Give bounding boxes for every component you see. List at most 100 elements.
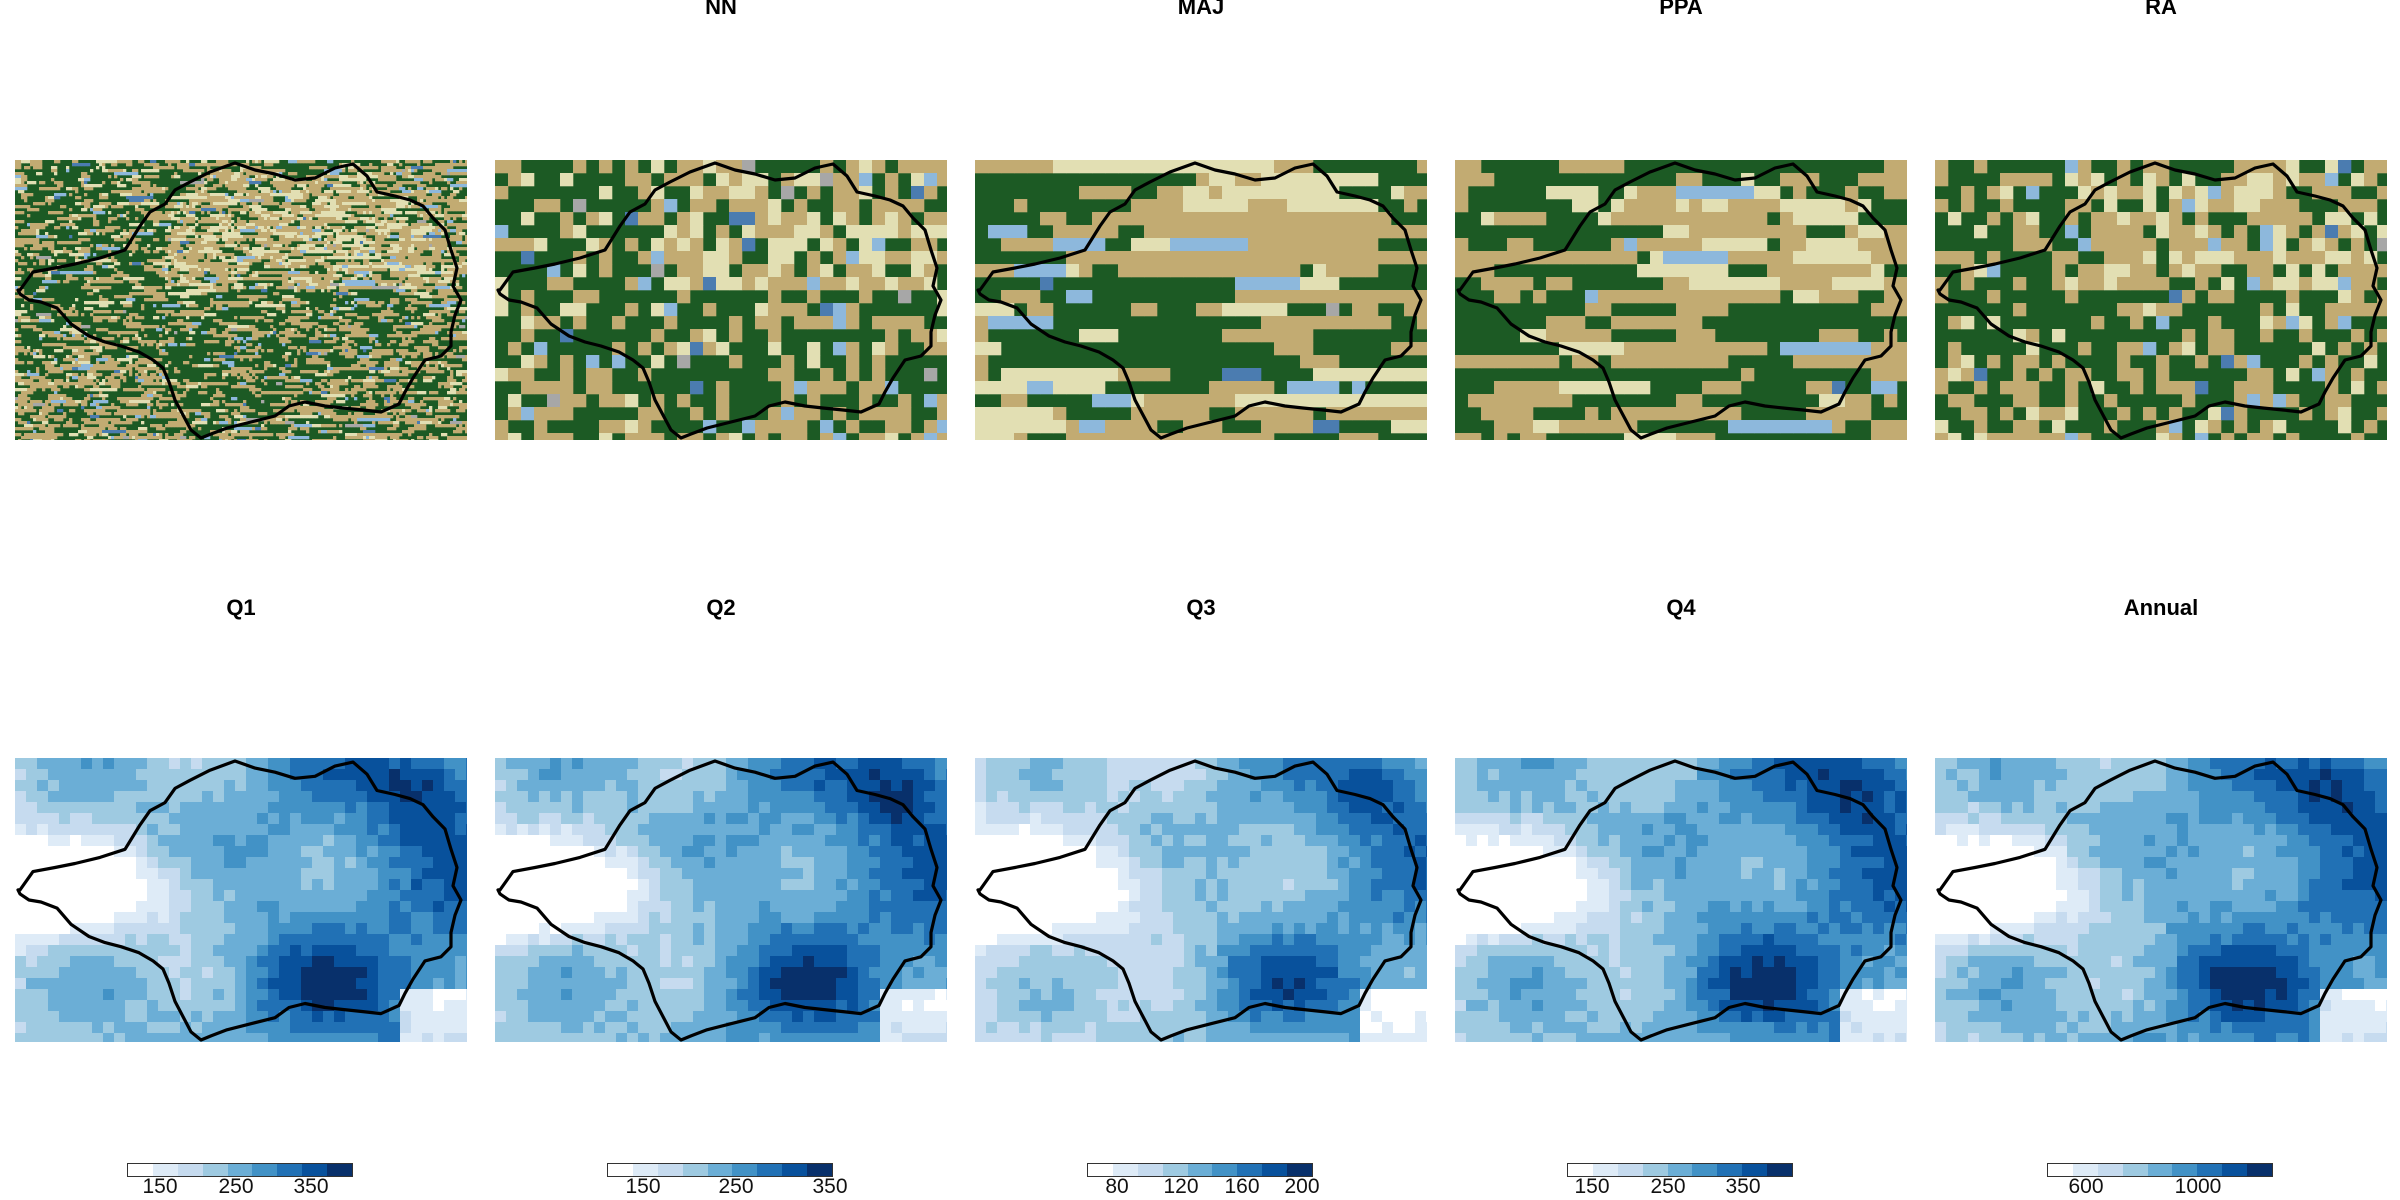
raster-cell bbox=[150, 214, 154, 218]
raster-cell bbox=[432, 325, 436, 329]
raster-cell bbox=[252, 181, 256, 185]
raster-cell bbox=[417, 280, 421, 284]
raster-cell bbox=[189, 313, 193, 317]
raster-cell bbox=[51, 196, 55, 200]
raster-cell bbox=[63, 328, 67, 332]
raster-cell bbox=[135, 223, 139, 227]
raster-cell bbox=[252, 172, 256, 176]
raster-cell bbox=[186, 256, 190, 260]
raster-cell bbox=[318, 274, 322, 278]
raster-cell bbox=[207, 205, 211, 209]
raster-cell bbox=[399, 280, 403, 284]
raster-cell bbox=[225, 268, 229, 272]
raster-cell bbox=[282, 220, 286, 224]
raster-cell bbox=[339, 175, 343, 179]
raster-cell bbox=[30, 181, 34, 185]
raster-cell bbox=[246, 250, 250, 254]
raster-cell bbox=[102, 298, 106, 302]
raster-cell bbox=[219, 220, 223, 224]
raster-cell bbox=[165, 310, 169, 314]
raster-cell bbox=[63, 259, 67, 263]
raster-cell bbox=[159, 310, 163, 314]
raster-cell bbox=[243, 238, 247, 242]
raster-cell bbox=[276, 262, 280, 266]
raster-cell bbox=[180, 193, 184, 197]
raster-cell bbox=[138, 196, 142, 200]
raster-cell bbox=[432, 208, 436, 212]
raster-cell bbox=[144, 193, 148, 197]
raster-cell bbox=[72, 217, 76, 221]
raster-cell bbox=[171, 232, 175, 236]
raster-cell bbox=[462, 199, 466, 203]
raster-cell bbox=[324, 205, 328, 209]
raster-cell bbox=[42, 313, 46, 317]
raster-cell bbox=[330, 328, 334, 332]
raster-cell bbox=[270, 229, 274, 233]
raster-cell bbox=[420, 226, 424, 230]
raster-cell bbox=[126, 304, 130, 308]
raster-cell bbox=[294, 190, 298, 194]
raster-cell bbox=[366, 241, 370, 245]
raster-cell bbox=[432, 175, 436, 179]
raster-cell bbox=[231, 184, 235, 188]
raster-cell bbox=[210, 235, 214, 239]
raster-cell bbox=[204, 307, 208, 311]
raster-cell bbox=[369, 217, 373, 221]
raster-cell bbox=[267, 160, 271, 164]
raster-cell bbox=[42, 226, 46, 230]
raster-cell bbox=[288, 295, 292, 299]
raster-cell bbox=[408, 259, 412, 263]
raster-cell bbox=[408, 187, 412, 191]
raster-cell bbox=[249, 211, 253, 215]
raster-cell bbox=[279, 190, 283, 194]
raster-cell bbox=[333, 175, 337, 179]
raster-cell bbox=[297, 289, 301, 293]
raster-cell bbox=[315, 214, 319, 218]
raster-cell bbox=[438, 325, 442, 329]
raster-cell bbox=[282, 187, 286, 191]
raster-cell bbox=[57, 187, 61, 191]
raster-cell bbox=[39, 298, 43, 302]
raster-cell bbox=[216, 163, 220, 167]
raster-cell bbox=[441, 247, 445, 251]
raster-cell bbox=[216, 235, 220, 239]
raster-cell bbox=[348, 187, 352, 191]
raster-cell bbox=[417, 199, 421, 203]
raster-cell bbox=[213, 283, 217, 287]
raster-cell bbox=[15, 175, 19, 179]
raster-cell bbox=[423, 325, 427, 329]
raster-cell bbox=[228, 328, 232, 332]
raster-cell bbox=[108, 310, 112, 314]
raster-cell bbox=[69, 193, 73, 197]
raster-cell bbox=[285, 286, 289, 290]
raster-cell bbox=[369, 175, 373, 179]
raster-cell bbox=[156, 286, 160, 290]
raster-cell bbox=[441, 262, 445, 266]
raster-cell bbox=[423, 271, 427, 275]
raster-cell bbox=[444, 244, 448, 248]
raster-cell bbox=[420, 187, 424, 191]
raster-cell bbox=[339, 178, 343, 182]
raster-cell bbox=[180, 196, 184, 200]
raster-cell bbox=[345, 205, 349, 209]
raster-cell bbox=[204, 292, 208, 296]
raster-cell bbox=[426, 205, 430, 209]
raster-cell bbox=[282, 178, 286, 182]
raster-cell bbox=[258, 235, 262, 239]
raster-cell bbox=[87, 292, 91, 296]
raster-cell bbox=[156, 328, 160, 332]
raster-cell bbox=[306, 301, 310, 305]
raster-cell bbox=[381, 319, 385, 323]
raster-cell bbox=[390, 262, 394, 266]
raster-cell bbox=[378, 199, 382, 203]
raster-cell bbox=[54, 253, 58, 257]
raster-cell bbox=[252, 178, 256, 182]
raster-cell bbox=[297, 250, 301, 254]
raster-cell bbox=[90, 232, 94, 236]
raster-cell bbox=[441, 169, 445, 173]
raster-cell bbox=[75, 214, 79, 218]
raster-cell bbox=[114, 319, 118, 323]
raster-cell bbox=[147, 268, 151, 272]
raster-cell bbox=[162, 187, 166, 191]
raster-cell bbox=[315, 178, 319, 182]
